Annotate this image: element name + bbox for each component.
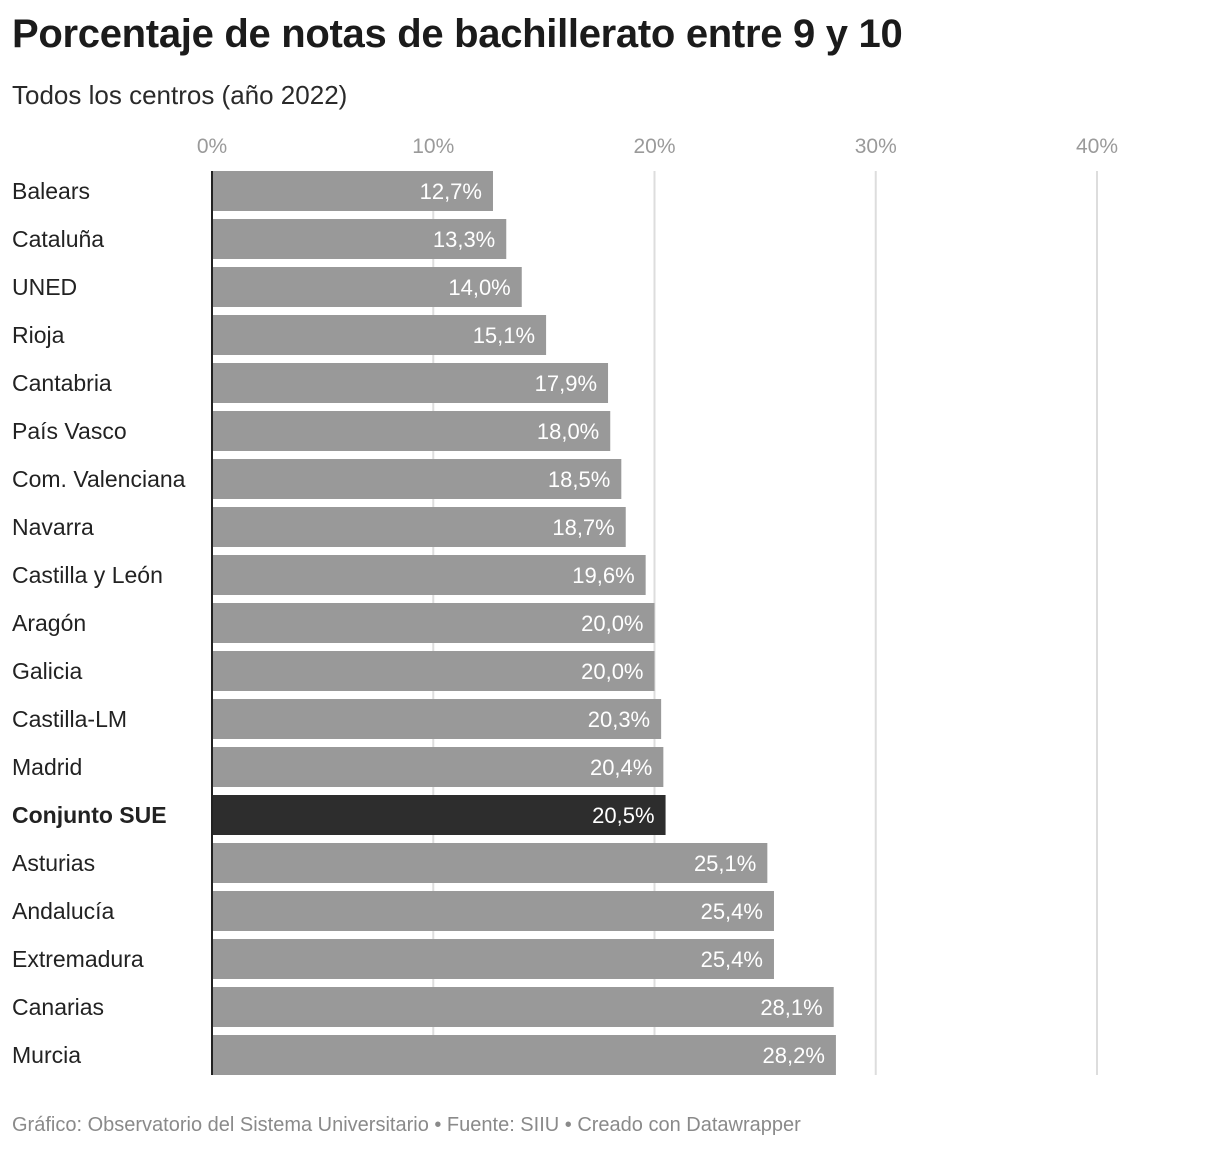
value-label: 17,9% — [535, 371, 597, 396]
value-label: 15,1% — [473, 323, 535, 348]
x-tick-label: 30% — [855, 135, 897, 158]
bar — [212, 843, 768, 883]
x-tick-label: 40% — [1076, 135, 1118, 158]
bar — [212, 411, 611, 451]
category-labels: Balears Cataluña UNED Rioja Cantabria País Va… — [12, 178, 186, 1068]
bar — [212, 219, 507, 259]
value-label: 20,5% — [592, 803, 654, 828]
value-label: 20,3% — [588, 707, 650, 732]
category-label: Conjunto SUE — [12, 802, 167, 828]
category-label: Balears — [12, 178, 90, 204]
category-label: Aragón — [12, 610, 86, 636]
category-label: Murcia — [12, 1042, 81, 1068]
bar — [212, 1035, 836, 1075]
category-label: Asturias — [12, 850, 95, 876]
category-label: Galicia — [12, 658, 83, 684]
bar — [212, 603, 655, 643]
category-label: Extremadura — [12, 946, 144, 972]
bar — [212, 507, 626, 547]
bar — [212, 459, 622, 499]
value-label: 25,1% — [694, 851, 756, 876]
category-label: Cantabria — [12, 370, 112, 396]
value-labels: 12,7% 13,3% 14,0% 15,1%17,9% 18,0% 18,5% 18,7%… — [420, 179, 825, 1068]
category-label: Castilla y León — [12, 562, 163, 588]
bar — [212, 315, 547, 355]
category-label: Madrid — [12, 754, 82, 780]
category-label: País Vasco — [12, 418, 127, 444]
chart-title: Porcentaje de notas de bachillerato entr… — [12, 12, 903, 56]
bar — [212, 651, 655, 691]
bar — [212, 363, 609, 403]
category-label: Cataluña — [12, 226, 104, 252]
x-tick-label: 10% — [412, 135, 454, 158]
bar — [212, 555, 646, 595]
category-label: Com. Valenciana — [12, 466, 186, 492]
bar — [212, 939, 774, 979]
category-label: Andalucía — [12, 898, 115, 924]
value-label: 25,4% — [701, 899, 763, 924]
bar — [212, 171, 493, 211]
value-label: 12,7% — [420, 179, 482, 204]
value-label: 20,4% — [590, 755, 652, 780]
bar — [212, 747, 664, 787]
chart-subtitle: Todos los centros (año 2022) — [12, 80, 348, 110]
bar — [212, 891, 774, 931]
category-label: Navarra — [12, 514, 94, 540]
x-tick-label: 0% — [197, 135, 227, 158]
bars — [212, 171, 836, 1075]
value-label: 28,2% — [763, 1043, 825, 1068]
value-label: 18,7% — [552, 515, 614, 540]
category-label: Castilla-LM — [12, 706, 127, 732]
x-axis-ticks: 0% 10% 20% 30% 40% — [197, 135, 1118, 158]
value-label: 13,3% — [433, 227, 495, 252]
bar — [212, 987, 834, 1027]
value-label: 28,1% — [760, 995, 822, 1020]
value-label: 20,0% — [581, 659, 643, 684]
x-tick-label: 20% — [633, 135, 675, 158]
chart-footer: Gráfico: Observatorio del Sistema Univer… — [12, 1114, 801, 1136]
bar — [212, 699, 662, 739]
value-label: 18,0% — [537, 419, 599, 444]
category-label: Canarias — [12, 994, 104, 1020]
value-label: 14,0% — [448, 275, 510, 300]
value-label: 19,6% — [572, 563, 634, 588]
bar-chart: 0% 10% 20% 30% 40% Balears Cataluña UNED Rioja C… — [12, 135, 1118, 1075]
bar — [212, 795, 666, 835]
value-label: 20,0% — [581, 611, 643, 636]
category-label: UNED — [12, 274, 77, 300]
category-label: Rioja — [12, 322, 65, 348]
value-label: 18,5% — [548, 467, 610, 492]
bar — [212, 267, 522, 307]
value-label: 25,4% — [701, 947, 763, 972]
